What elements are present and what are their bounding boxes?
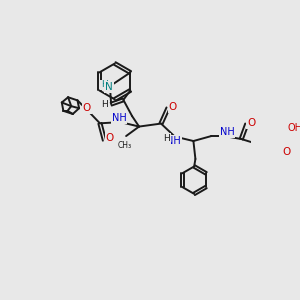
Text: O: O (168, 102, 177, 112)
Text: NH: NH (166, 136, 181, 146)
Text: NH: NH (220, 127, 235, 137)
Text: OH: OH (288, 123, 300, 133)
Text: H: H (164, 134, 170, 143)
Text: O: O (283, 147, 291, 157)
Text: O: O (247, 118, 255, 128)
Text: NH: NH (112, 113, 127, 123)
Text: H: H (101, 80, 108, 89)
Text: CH₃: CH₃ (118, 140, 132, 149)
Text: O: O (106, 133, 114, 143)
Text: H: H (102, 100, 108, 109)
Text: N: N (105, 82, 113, 92)
Text: O: O (82, 103, 91, 113)
